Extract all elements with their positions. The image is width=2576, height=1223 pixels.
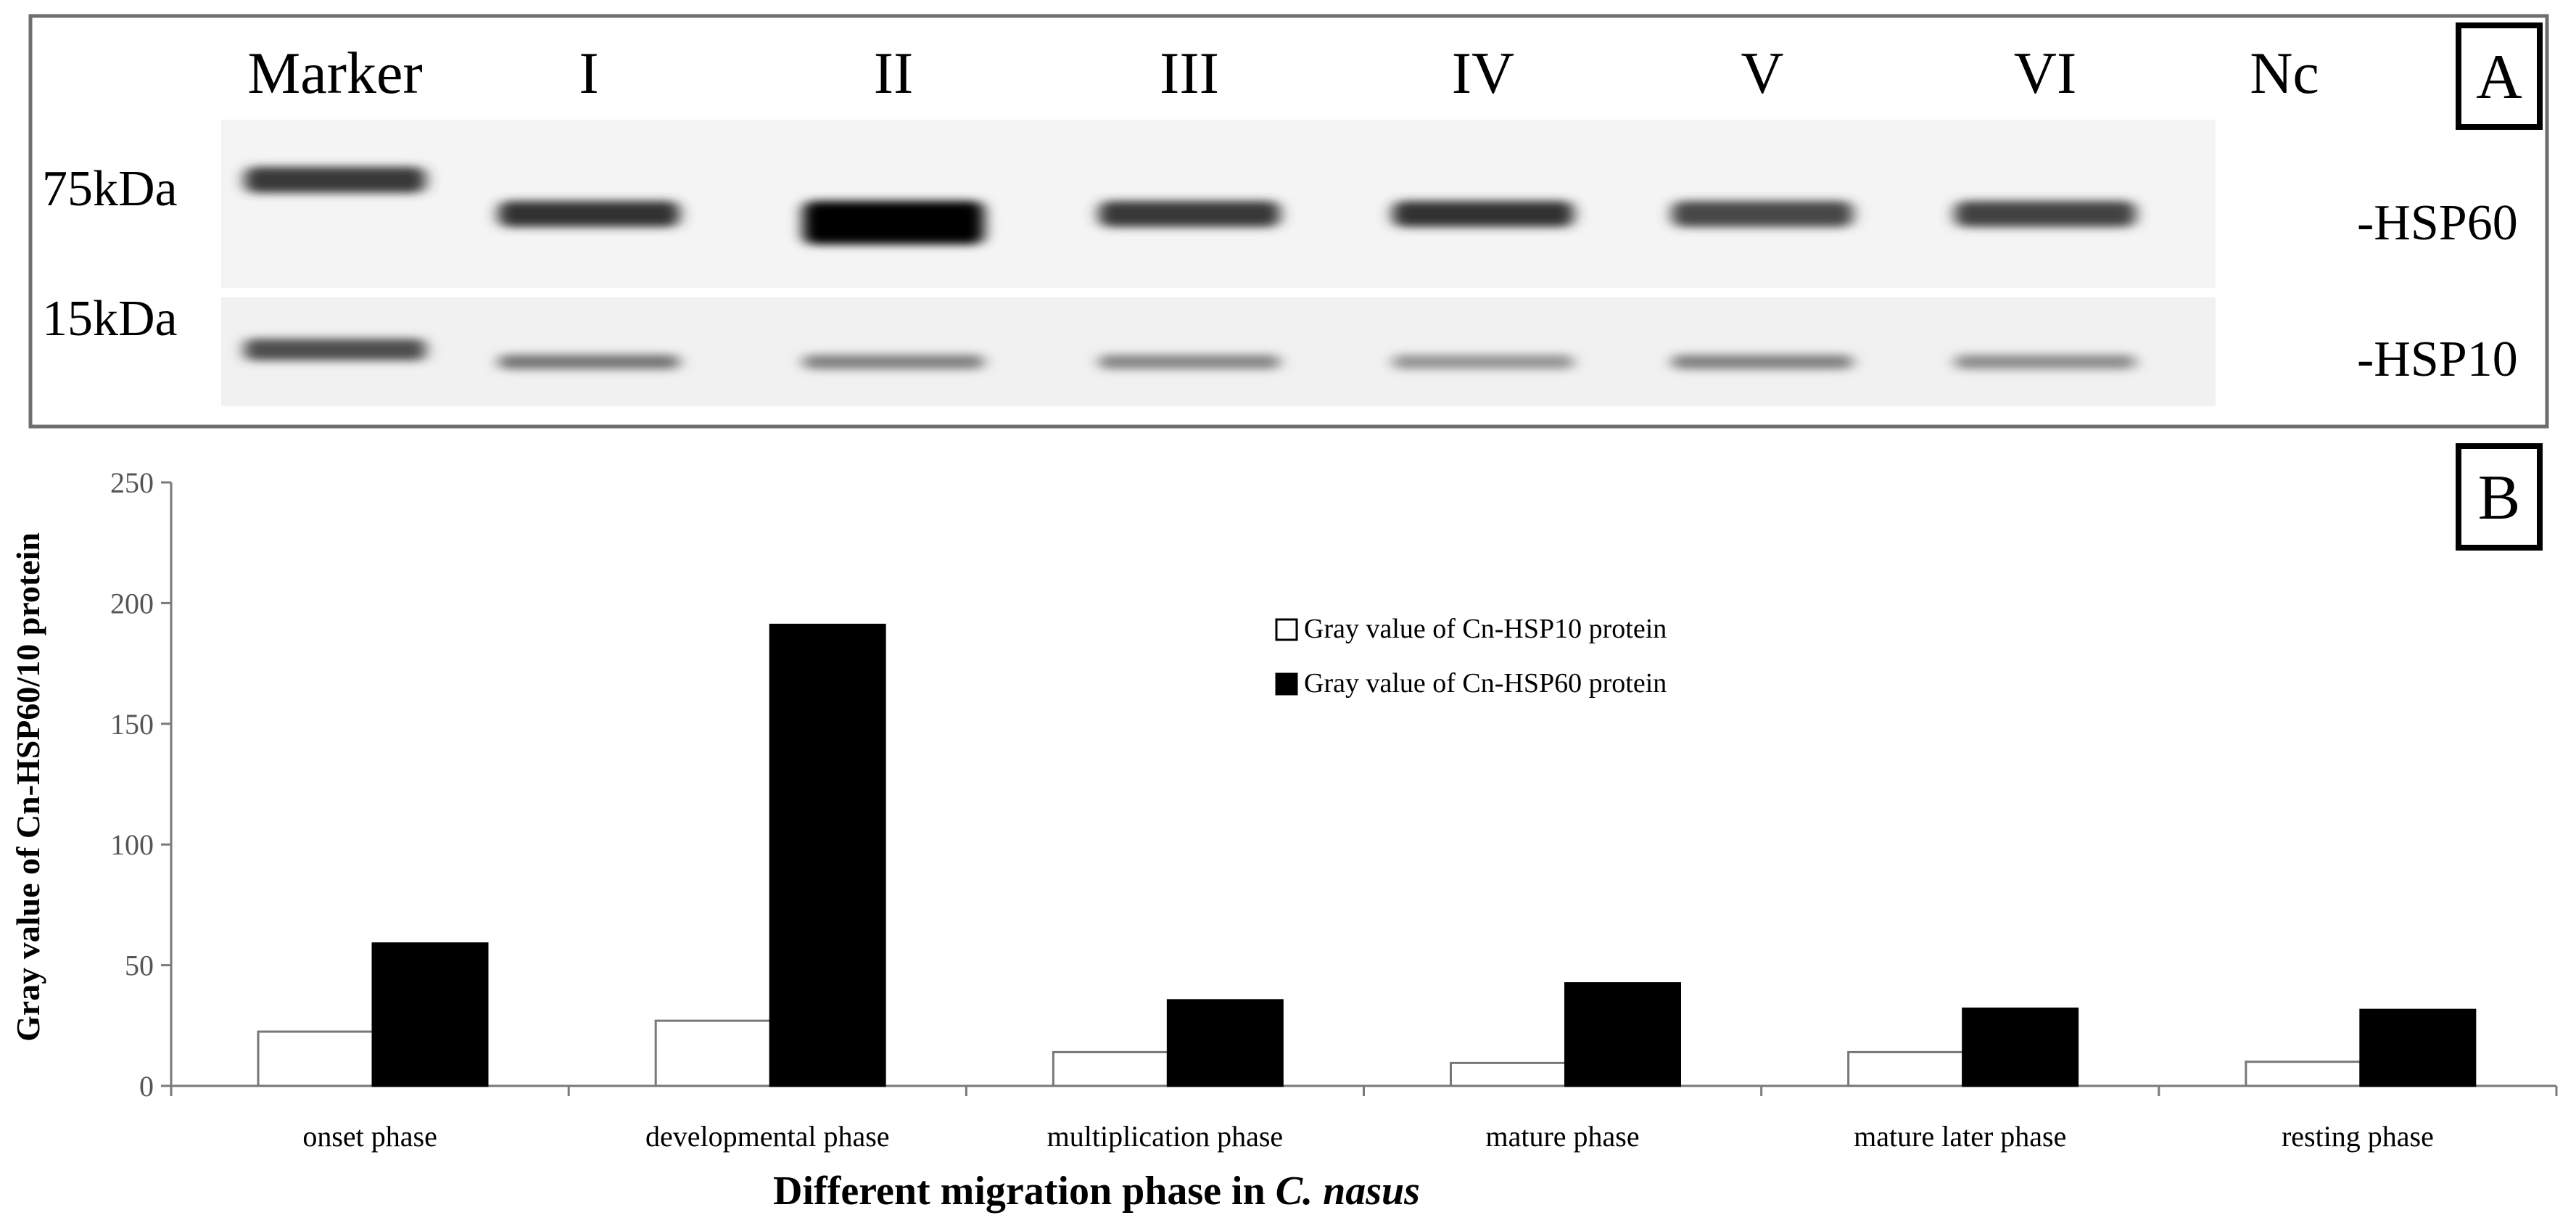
lane-label-2: II bbox=[874, 40, 914, 106]
y-axis-title: Gray value of Cn-HSP60/10 protein bbox=[9, 532, 46, 1042]
band-hsp60-marker bbox=[244, 167, 426, 193]
band-hsp60-v bbox=[1672, 201, 1853, 227]
y-tick-label: 50 bbox=[125, 950, 154, 982]
x-category-label: onset phase bbox=[302, 1120, 437, 1153]
band-hsp60-vi bbox=[1954, 201, 2136, 227]
x-axis-title: Different migration phase in C. nasus bbox=[773, 1169, 1420, 1214]
bar-hsp60-2 bbox=[1166, 999, 1284, 1087]
x-category-label: mature later phase bbox=[1854, 1120, 2066, 1153]
band-label-hsp60: -HSP60 bbox=[2357, 195, 2518, 251]
x-category-label: resting phase bbox=[2282, 1120, 2434, 1153]
blot-membrane-bottom bbox=[221, 297, 2216, 406]
x-ticks bbox=[170, 1086, 2558, 1096]
bar-hsp60-4 bbox=[1962, 1008, 2079, 1087]
panel-a-letter-box bbox=[2456, 22, 2543, 130]
y-tick-label: 150 bbox=[110, 708, 154, 741]
x-axis-title-main: Different migration phase in bbox=[773, 1169, 1276, 1214]
bar-hsp10-5 bbox=[2245, 1061, 2362, 1087]
band-hsp60-ii bbox=[803, 201, 984, 244]
lane-label-5: V bbox=[1741, 40, 1783, 106]
band-hsp10-iii bbox=[1099, 355, 1280, 369]
legend-label-hsp60: Gray value of Cn-HSP60 protein bbox=[1304, 668, 1667, 699]
x-axis-title-species: C. nasus bbox=[1276, 1169, 1420, 1214]
band-hsp10-iv bbox=[1392, 355, 1574, 369]
band-label-hsp10: -HSP10 bbox=[2357, 332, 2518, 387]
lane-label-6: VI bbox=[2014, 40, 2077, 106]
marker-label-15kda: 15kDa bbox=[42, 291, 178, 347]
panel-b: 0 50 100 150 200 250 onset phase developmental… bbox=[9, 443, 2558, 1214]
y-tick-label: 250 bbox=[110, 466, 154, 499]
band-hsp10-v bbox=[1672, 355, 1853, 369]
legend: Gray value of Cn-HSP10 protein Gray valu… bbox=[1275, 614, 1667, 699]
bar-hsp10-0 bbox=[257, 1030, 374, 1087]
band-hsp10-vi bbox=[1954, 355, 2136, 369]
bar-hsp10-3 bbox=[1450, 1061, 1566, 1087]
band-hsp10-marker bbox=[244, 339, 426, 361]
bar-hsp10-2 bbox=[1052, 1050, 1169, 1087]
band-hsp60-iii bbox=[1099, 201, 1280, 227]
x-category-label: multiplication phase bbox=[1047, 1120, 1284, 1153]
y-tick-label: 200 bbox=[110, 587, 154, 619]
x-category-label: mature phase bbox=[1486, 1120, 1640, 1153]
band-hsp10-ii bbox=[803, 355, 984, 369]
legend-swatch-hsp10 bbox=[1275, 618, 1298, 641]
y-tick-label: 0 bbox=[139, 1070, 154, 1103]
lane-label-nc: Nc bbox=[2250, 40, 2319, 106]
panel-b-letter: B bbox=[2478, 463, 2521, 533]
y-ticks: 0 50 100 150 200 250 bbox=[110, 466, 171, 1103]
legend-swatch-hsp60 bbox=[1275, 672, 1298, 696]
x-category-label: developmental phase bbox=[645, 1120, 890, 1153]
marker-label-75kda: 75kDa bbox=[42, 161, 178, 217]
y-tick-label: 100 bbox=[110, 828, 154, 861]
bar-hsp60-3 bbox=[1564, 982, 1681, 1087]
x-category-labels: onset phase developmental phase multiplica… bbox=[302, 1120, 2434, 1153]
panel-a: Marker I II III IV V VI Nc 75kDa 15kDa -… bbox=[28, 14, 2549, 429]
bar-hsp10-1 bbox=[654, 1019, 772, 1087]
lane-label-3: III bbox=[1160, 40, 1219, 106]
legend-label-hsp10: Gray value of Cn-HSP10 protein bbox=[1304, 614, 1667, 644]
panel-b-letter-box bbox=[2456, 443, 2543, 551]
bars bbox=[257, 623, 2477, 1087]
bar-hsp60-1 bbox=[769, 623, 886, 1087]
band-hsp60-iv bbox=[1392, 201, 1574, 227]
bar-hsp60-5 bbox=[2359, 1008, 2477, 1087]
lane-label-marker: Marker bbox=[247, 40, 422, 106]
blot-bands bbox=[244, 167, 2136, 369]
bar-hsp60-0 bbox=[371, 942, 489, 1087]
bar-hsp10-4 bbox=[1847, 1050, 1965, 1087]
lane-label-4: IV bbox=[1452, 40, 1515, 106]
band-hsp60-i bbox=[498, 201, 680, 227]
lane-label-1: I bbox=[579, 40, 598, 106]
band-hsp10-i bbox=[498, 355, 680, 369]
panel-a-letter: A bbox=[2476, 42, 2522, 112]
